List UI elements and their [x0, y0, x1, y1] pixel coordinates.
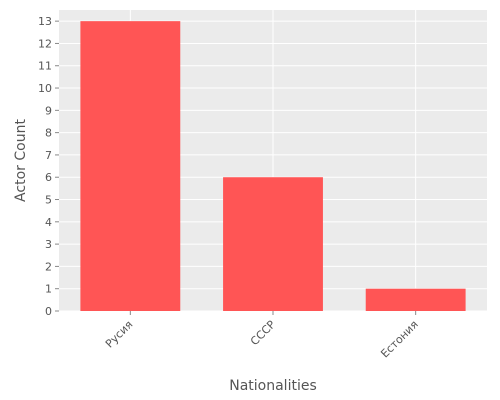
y-tick-label: 4 — [45, 216, 52, 229]
y-tick-label: 9 — [45, 104, 52, 117]
y-tick-label: 6 — [45, 171, 52, 184]
x-tick-label: Естония — [378, 318, 420, 360]
y-tick-label: 13 — [38, 15, 52, 28]
y-tick-label: 11 — [38, 60, 52, 73]
x-tick-label: Русия — [103, 318, 136, 351]
y-tick-label: 3 — [45, 238, 52, 251]
x-axis-ticks: Русия СССР Естония — [103, 311, 421, 360]
y-axis-title: Actor Count — [13, 119, 29, 202]
y-tick-label: 12 — [38, 37, 52, 50]
y-tick-label: 1 — [45, 283, 52, 296]
bar-2 — [223, 177, 323, 311]
y-tick-label: 2 — [45, 260, 52, 273]
x-axis-title: Nationalities — [229, 378, 317, 394]
x-tick-label: СССР — [248, 318, 278, 348]
y-tick-label: 7 — [45, 149, 52, 162]
y-tick-label: 10 — [38, 82, 52, 95]
bar-1 — [80, 21, 181, 312]
bars — [80, 21, 466, 312]
y-tick-label: 0 — [45, 305, 52, 318]
y-tick-label: 5 — [45, 194, 52, 207]
y-tick-label: 8 — [45, 127, 52, 140]
bar-3 — [365, 288, 466, 311]
